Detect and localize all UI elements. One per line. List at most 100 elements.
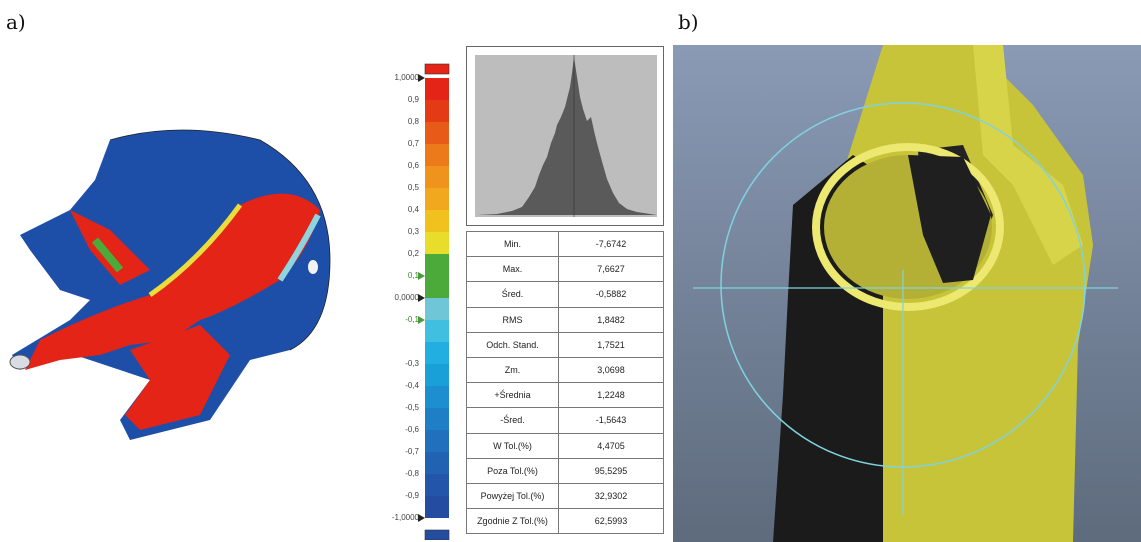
scale-segment <box>425 320 449 342</box>
table-row: Zgodnie Z Tol.(%) 62,5993 <box>466 508 664 535</box>
scale-tick-label: -0,1 <box>405 315 419 324</box>
scale-tick-label: 0,5 <box>407 183 419 192</box>
part-band-green <box>91 237 124 273</box>
scale-segment <box>425 474 449 496</box>
part-body-red <box>25 193 320 370</box>
stat-value: -0,5882 <box>558 281 664 308</box>
scale-tick-label: 0,3 <box>407 227 419 236</box>
stat-value: 1,7521 <box>558 331 664 358</box>
stat-label: W Tol.(%) <box>466 432 559 459</box>
scale-segment <box>425 342 449 364</box>
tube-opening <box>812 143 1004 311</box>
part-flap-red <box>125 325 230 430</box>
part-outline <box>109 129 331 351</box>
scale-tick-label: 0,7 <box>407 139 419 148</box>
scale-segment <box>425 78 449 100</box>
stat-value: -1,5643 <box>558 407 664 434</box>
color-scale: 1,0000 0,9 0,8 0,7 0,6 0,5 0,4 0,3 0,2 0,1 0,0000 -… <box>378 60 463 540</box>
scale-segment <box>425 188 449 210</box>
scale-tick-label: -0,9 <box>405 491 419 500</box>
scale-underflow-cap <box>424 529 450 540</box>
stat-label: -Śred. <box>466 407 559 434</box>
tube-inner-black <box>908 155 991 283</box>
scale-marker-arrow <box>418 316 425 324</box>
scale-marker-arrow <box>418 74 425 82</box>
scale-segment <box>425 386 449 408</box>
scale-segment <box>425 430 449 452</box>
scale-tick-label: -0,3 <box>405 359 419 368</box>
scale-tick-label: 1,0000 <box>394 73 419 82</box>
table-row: Śred. -0,5882 <box>466 281 664 308</box>
part-band-cyan <box>277 213 321 282</box>
scale-overflow-cap <box>424 63 450 75</box>
scale-tick-label: 0,0000 <box>394 293 419 302</box>
stat-label: Śred. <box>466 281 559 308</box>
scale-segment <box>425 452 449 474</box>
scale-tick-label: -0,8 <box>405 469 419 478</box>
stat-label: Min. <box>466 230 559 258</box>
statistics-table: Min. -7,6742 Max. 7,6627 Śred. -0,5882 RMS 1,84… <box>466 230 664 535</box>
scale-segment <box>425 100 449 122</box>
scale-segment <box>425 276 449 298</box>
scale-tick-label: 0,4 <box>407 205 419 214</box>
stat-label: Zm. <box>466 356 559 384</box>
scale-segment <box>425 298 449 320</box>
stat-label: Powyżej Tol.(%) <box>466 482 559 510</box>
scale-tick-label: -0,4 <box>405 381 419 390</box>
table-row: Zm. 3,0698 <box>466 356 664 384</box>
deviation-histogram <box>466 46 664 226</box>
stat-value: 32,9302 <box>558 482 664 510</box>
table-row: RMS 1,8482 <box>466 306 664 333</box>
scale-segment <box>425 364 449 386</box>
scale-segment <box>425 408 449 430</box>
scale-marker-arrow <box>418 272 425 280</box>
stat-value: 62,5993 <box>558 508 664 535</box>
scale-segment <box>425 254 449 276</box>
stat-label: Zgodnie Z Tol.(%) <box>466 508 559 535</box>
stat-value: 1,8482 <box>558 306 664 333</box>
stat-value: 3,0698 <box>558 356 664 384</box>
deviation-map-image <box>9 129 331 440</box>
scale-segment <box>425 144 449 166</box>
scale-segment <box>425 232 449 254</box>
stat-value: 7,6627 <box>558 256 664 283</box>
table-row: -Śred. -1,5643 <box>466 407 664 434</box>
scale-tick-label: 0,9 <box>407 95 419 104</box>
stat-label: Max. <box>466 256 559 283</box>
part-hole <box>308 260 318 274</box>
table-row: Poza Tol.(%) 95,5295 <box>466 457 664 484</box>
stat-label: Odch. Stand. <box>466 331 559 358</box>
table-row: Min. -7,6742 <box>466 230 664 258</box>
scale-tick-label: 0,6 <box>407 161 419 170</box>
scale-segment <box>425 210 449 232</box>
histogram-distribution <box>477 57 657 215</box>
stat-value: 95,5295 <box>558 457 664 484</box>
scale-segment <box>425 166 449 188</box>
stat-value: -7,6742 <box>558 230 664 258</box>
scale-segment <box>425 496 449 518</box>
scale-segment <box>425 122 449 144</box>
scale-tick-label: 0,2 <box>407 249 419 258</box>
scale-tick-label: -1,0000 <box>391 513 419 522</box>
scale-tick-label: -0,5 <box>405 403 419 412</box>
scan-overlay-photo <box>673 45 1141 542</box>
table-row: Max. 7,6627 <box>466 256 664 283</box>
scale-marker-arrow <box>418 294 425 302</box>
stat-value: 1,2248 <box>558 382 664 409</box>
stat-value: 4,4705 <box>558 432 664 459</box>
scale-tick-label: 0,1 <box>407 271 419 280</box>
stat-label: Poza Tol.(%) <box>466 457 559 484</box>
part-bracket-yellow <box>973 45 1083 265</box>
scale-tick-label: 0,8 <box>407 117 419 126</box>
table-row: Odch. Stand. 1,7521 <box>466 331 664 358</box>
panel-a-label: a) <box>6 10 26 34</box>
table-row: Powyżej Tol.(%) 32,9302 <box>466 482 664 510</box>
scale-tick-label: -0,7 <box>405 447 419 456</box>
part-pipe-end <box>9 354 31 370</box>
stat-label: RMS <box>466 306 559 333</box>
part-band-yellow <box>148 203 243 298</box>
color-scale-bar <box>424 63 450 540</box>
panel-b-label: b) <box>678 10 699 34</box>
table-row: +Średnia 1,2248 <box>466 382 664 409</box>
scale-marker-arrow <box>418 514 425 522</box>
